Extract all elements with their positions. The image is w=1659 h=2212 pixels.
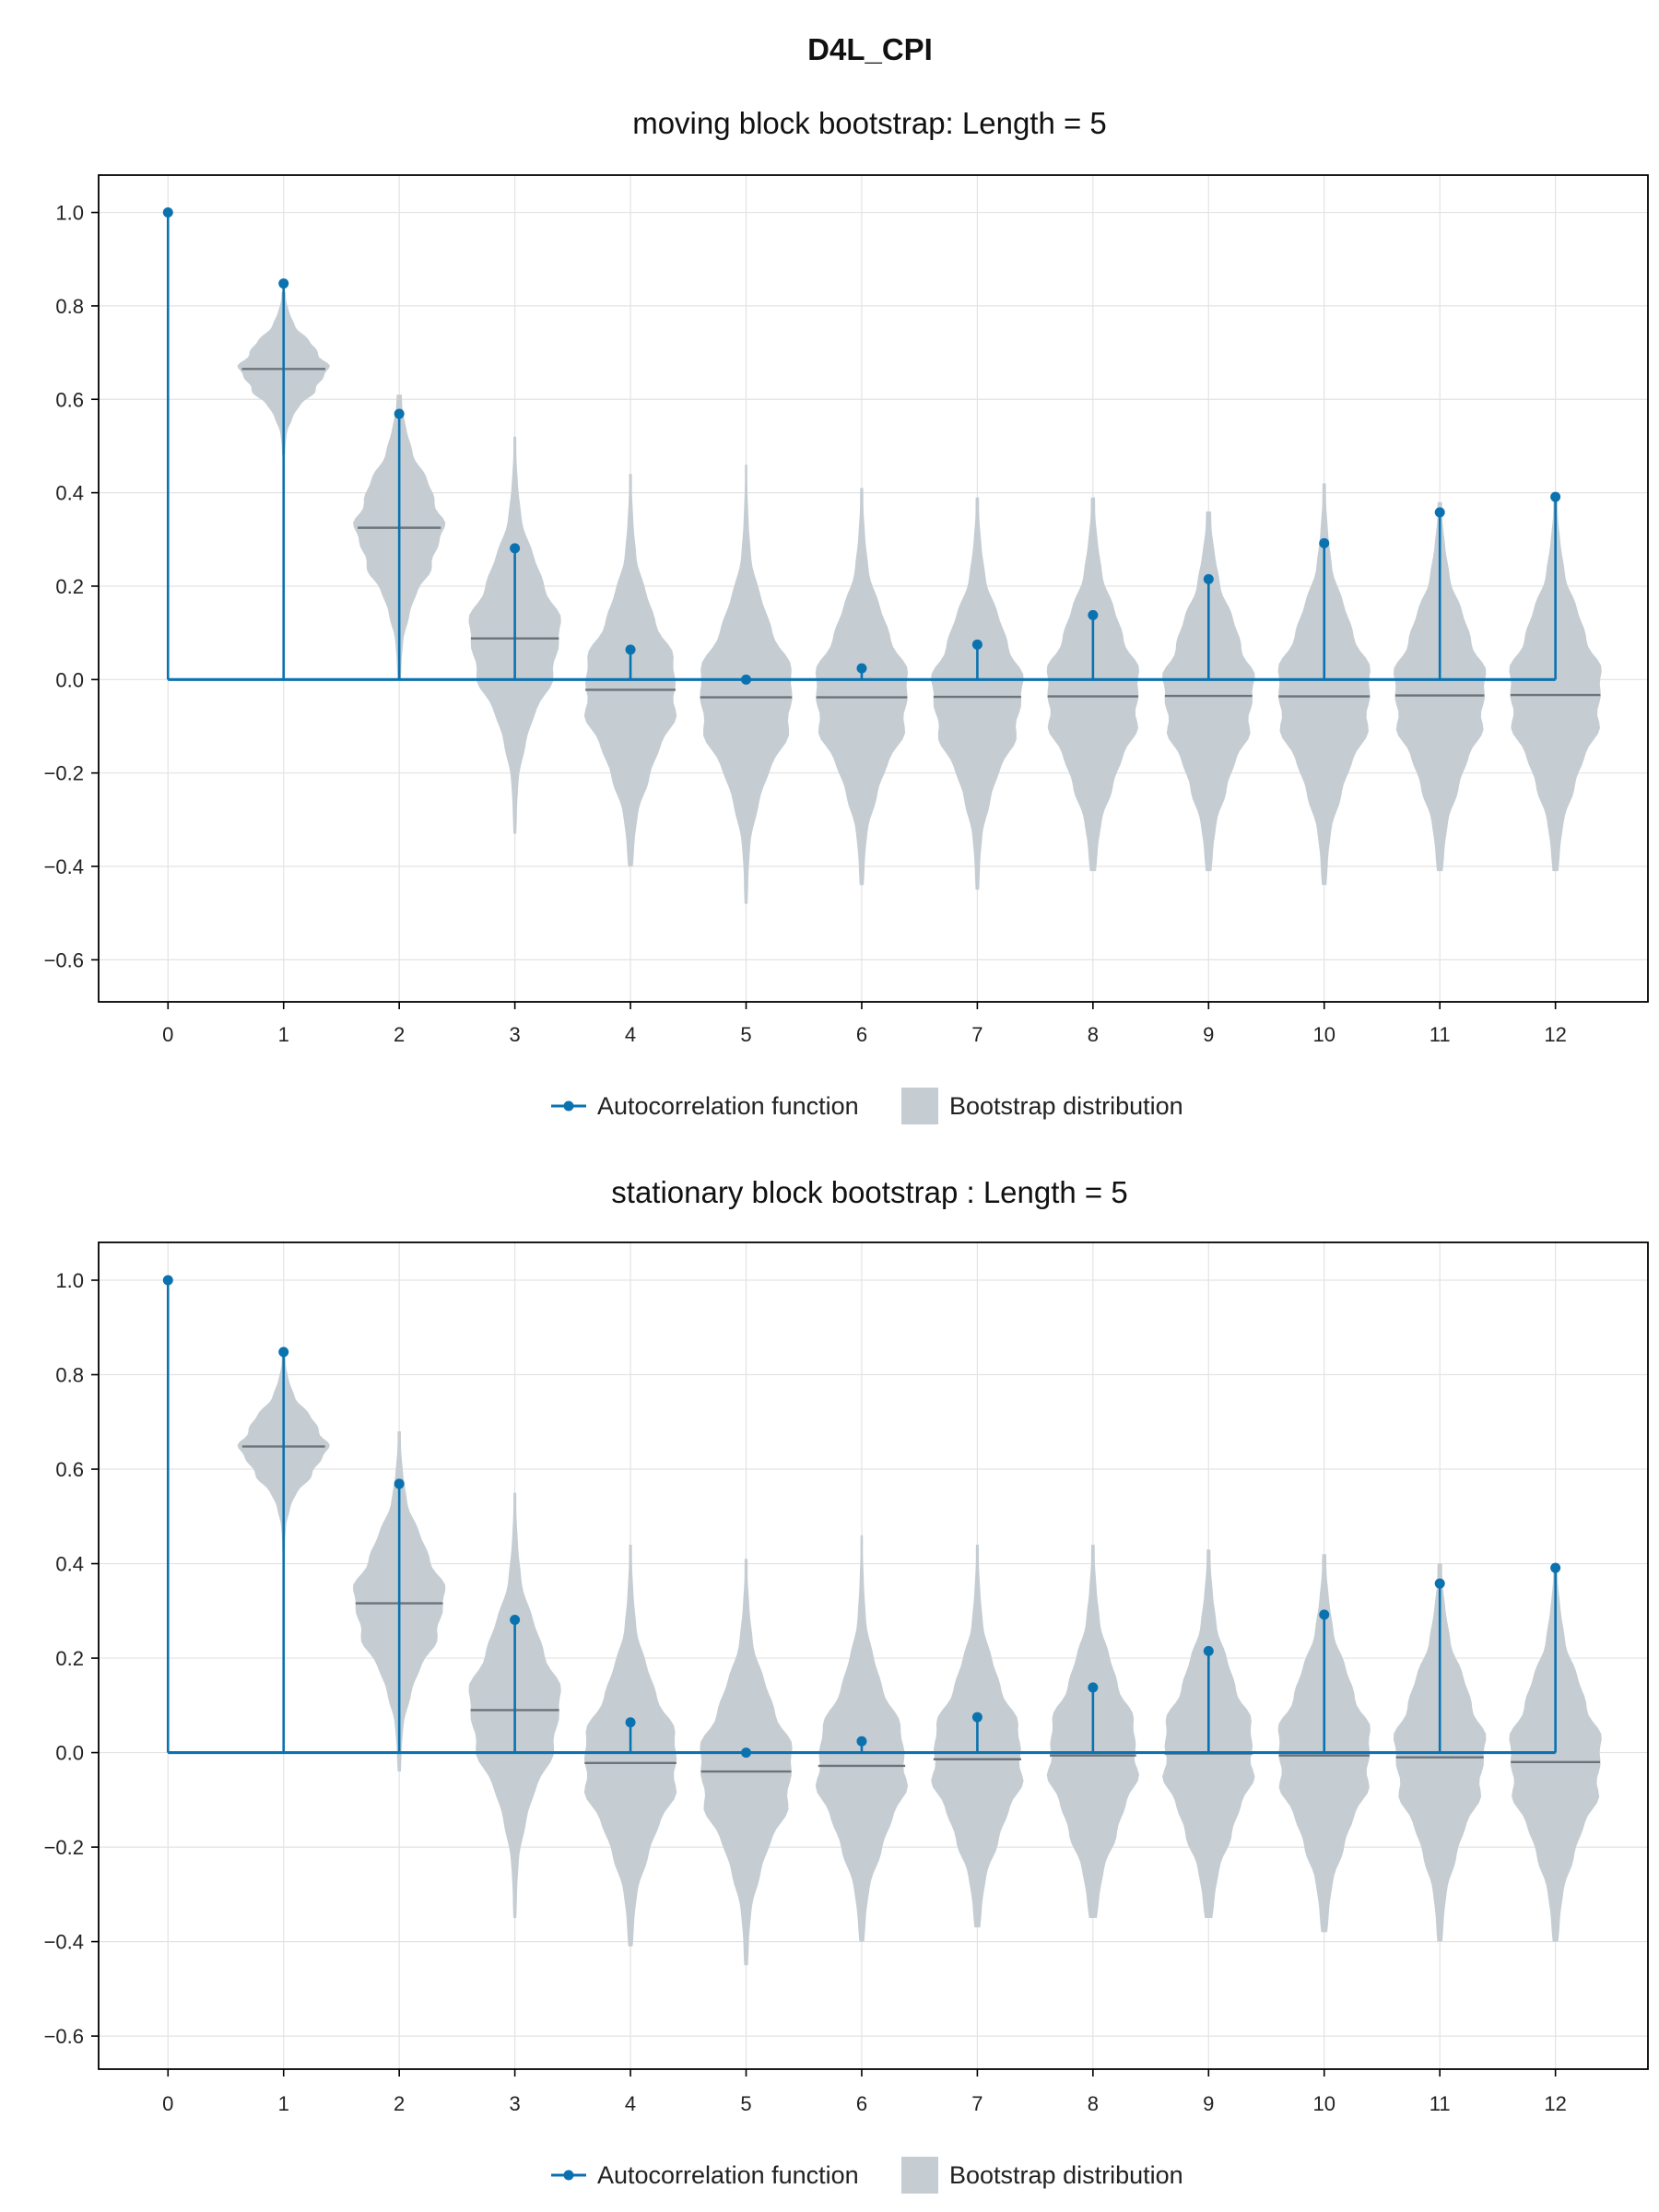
y-tick-label: 0.8 — [55, 295, 84, 318]
x-tick-label: 12 — [1544, 2092, 1566, 2115]
violin-lag-8 — [1046, 497, 1139, 872]
x-tick-label: 4 — [625, 2092, 636, 2115]
violin-lag-6 — [815, 488, 909, 886]
legend-bootstrap-label: Bootstrap distribution — [949, 2161, 1183, 2189]
acf-point-lag-3 — [510, 1615, 521, 1626]
acf-point-lag-7 — [971, 1712, 982, 1723]
violin-lag-11 — [1394, 501, 1487, 872]
x-tick-label: 0 — [162, 1023, 173, 1046]
acf-point-lag-2 — [394, 1478, 405, 1489]
y-tick-label: 0.8 — [55, 1364, 84, 1387]
panel-moving-block: moving block bootstrap: Length = 5 1.0 0.8… — [44, 106, 1649, 1124]
acf-point-lag-2 — [394, 408, 405, 419]
x-tick-label: 7 — [971, 1023, 982, 1046]
acf-point-lag-7 — [971, 639, 982, 650]
y-tick-label: 0.2 — [55, 1647, 84, 1670]
y-tick-label: 0.4 — [55, 1553, 84, 1576]
y-tick-label: 1.0 — [55, 1269, 84, 1292]
x-tick-label: 11 — [1430, 1023, 1451, 1046]
x-tick-label: 2 — [394, 1023, 405, 1046]
acf-point-lag-12 — [1550, 1562, 1561, 1573]
plot-frame — [98, 1241, 1649, 2070]
panel-stationary-block: stationary block bootstrap : Length = 5 1… — [44, 1175, 1649, 2194]
x-tick-label: 3 — [509, 1023, 520, 1046]
legend-bootstrap-swatch — [901, 1088, 938, 1124]
acf-point-lag-11 — [1434, 1578, 1445, 1589]
acf-point-lag-4 — [625, 644, 636, 655]
x-tick-label: 5 — [740, 2092, 751, 2115]
y-tick-label: 1.0 — [55, 202, 84, 225]
violin-lag-10 — [1277, 483, 1371, 886]
acf-point-lag-9 — [1203, 573, 1214, 584]
acf-point-lag-8 — [1088, 609, 1099, 620]
y-tick-label: −0.4 — [44, 1931, 84, 1954]
y-tick-label: 0.0 — [55, 1742, 84, 1765]
x-tick-label: 2 — [394, 2092, 405, 2115]
violin-lag-9 — [1162, 511, 1255, 872]
acf-point-lag-5 — [741, 674, 752, 685]
y-tick-label: 0.2 — [55, 575, 84, 598]
legend: Autocorrelation function Bootstrap distri… — [551, 2157, 1183, 2194]
acf-point-lag-11 — [1434, 507, 1445, 518]
y-tick-label: 0.4 — [55, 482, 84, 505]
x-tick-label: 6 — [856, 2092, 867, 2115]
y-tick-label: −0.2 — [44, 1836, 84, 1859]
violin-lag-5 — [700, 1559, 793, 1966]
violin-lag-12 — [1509, 497, 1602, 872]
acf-point-lag-12 — [1550, 491, 1561, 502]
y-tick-label: −0.6 — [44, 948, 84, 971]
y-tick-label: −0.6 — [44, 2025, 84, 2048]
legend-acf-marker — [563, 2170, 574, 2181]
y-tick-label: −0.2 — [44, 762, 84, 785]
acf-point-lag-1 — [278, 278, 289, 289]
acf-point-lag-0 — [162, 207, 173, 218]
x-tick-label: 1 — [278, 1023, 289, 1046]
legend-bootstrap-label: Bootstrap distribution — [949, 1092, 1183, 1120]
x-tick-label: 8 — [1088, 2092, 1099, 2115]
legend-acf-label: Autocorrelation function — [597, 1092, 859, 1120]
x-tick-label: 9 — [1203, 2092, 1214, 2115]
figure-title: D4L_CPI — [807, 32, 933, 66]
x-tick-label: 1 — [278, 2092, 289, 2115]
acf-point-lag-10 — [1319, 537, 1330, 548]
violin-lag-7 — [931, 497, 1024, 890]
acf-point-lag-6 — [856, 1735, 867, 1747]
y-tick-label: 0.6 — [55, 1458, 84, 1481]
x-tick-label: 6 — [856, 1023, 867, 1046]
x-tick-label: 12 — [1544, 1023, 1566, 1046]
legend-bootstrap-swatch — [901, 2157, 938, 2194]
y-tick-label: 0.6 — [55, 388, 84, 411]
x-tick-label: 0 — [162, 2092, 173, 2115]
acf-point-lag-10 — [1319, 1609, 1330, 1620]
panel-title: stationary block bootstrap : Length = 5 — [611, 1175, 1127, 1209]
panel-title: moving block bootstrap: Length = 5 — [632, 106, 1107, 140]
acf-point-lag-4 — [625, 1717, 636, 1728]
x-tick-label: 10 — [1313, 2092, 1335, 2115]
legend: Autocorrelation function Bootstrap distri… — [551, 1088, 1183, 1124]
acf-point-lag-3 — [510, 543, 521, 554]
acf-point-lag-1 — [278, 1347, 289, 1358]
x-tick-label: 3 — [509, 2092, 520, 2115]
x-tick-label: 10 — [1313, 1023, 1335, 1046]
x-tick-label: 7 — [971, 2092, 982, 2115]
x-tick-label: 9 — [1203, 1023, 1214, 1046]
acf-point-lag-8 — [1088, 1682, 1099, 1693]
legend-acf-label: Autocorrelation function — [597, 2161, 859, 2189]
y-tick-label: 0.0 — [55, 668, 84, 691]
acf-point-lag-5 — [741, 1747, 752, 1759]
x-tick-label: 4 — [625, 1023, 636, 1046]
x-tick-label: 11 — [1430, 2092, 1451, 2115]
acf-point-lag-9 — [1203, 1645, 1214, 1656]
plot-frame — [98, 174, 1649, 1003]
y-tick-label: −0.4 — [44, 855, 84, 878]
legend-acf-marker — [563, 1100, 574, 1112]
x-tick-label: 5 — [740, 1023, 751, 1046]
acf-point-lag-6 — [856, 663, 867, 674]
x-tick-label: 8 — [1088, 1023, 1099, 1046]
acf-point-lag-0 — [162, 1275, 173, 1286]
